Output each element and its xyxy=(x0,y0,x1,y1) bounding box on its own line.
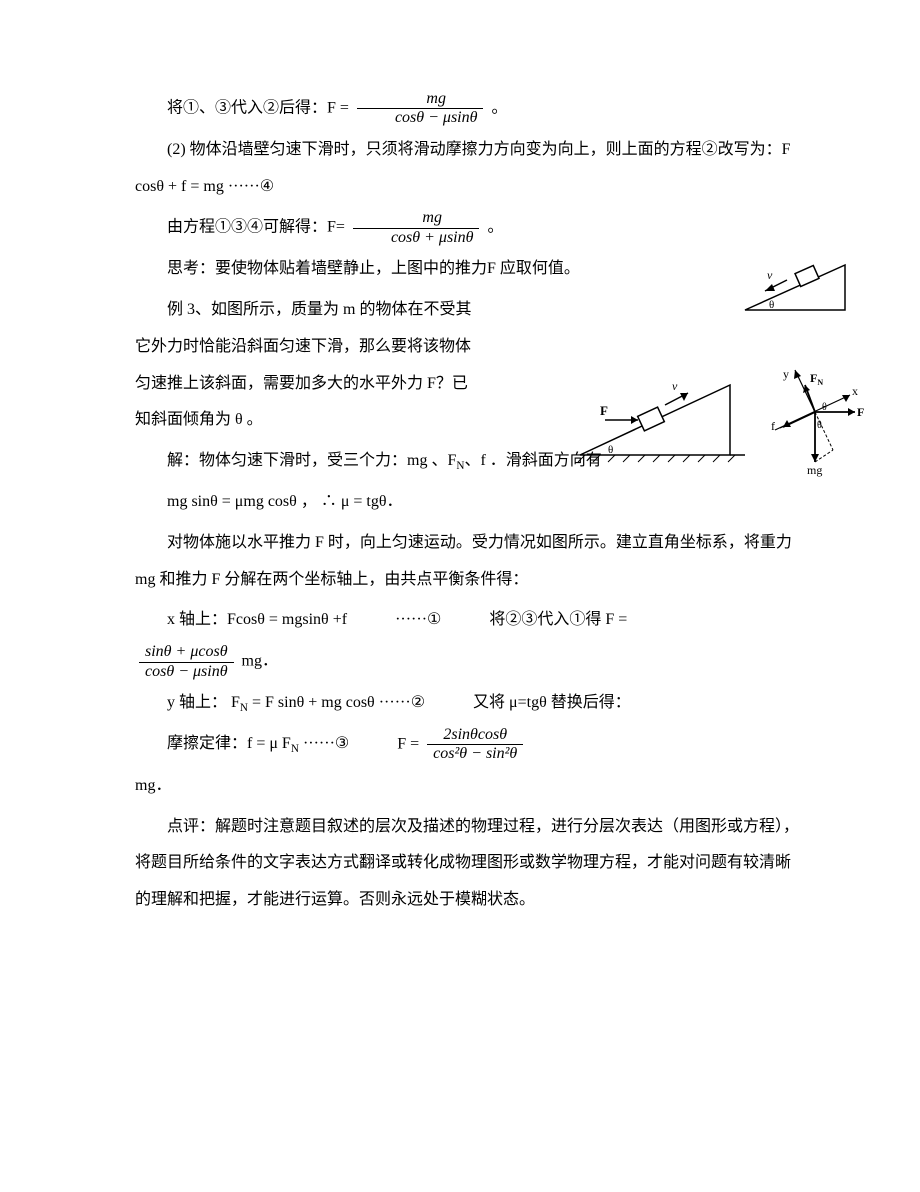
diagrams-svg: F v θ x y FN xyxy=(570,360,870,480)
incline-push-group: F v θ xyxy=(578,379,745,462)
x-axis-label: x xyxy=(852,384,858,398)
document-body: 将①、③代入②后得：F = mg cosθ − μsinθ 。 (2) 物体沿墙… xyxy=(135,90,800,919)
p10-b: mg． xyxy=(242,653,278,670)
theta-label: θ xyxy=(769,299,774,311)
p12-c: F = xyxy=(397,736,423,753)
diagram-incline-down: v θ xyxy=(725,245,865,340)
free-body-group: x y FN F f xyxy=(771,367,864,477)
v2-label: v xyxy=(672,379,678,393)
f-label: f xyxy=(771,419,775,433)
incline-triangle xyxy=(745,265,845,310)
p1-frac-den: cosθ − μsinθ xyxy=(357,109,484,127)
theta2-label: θ xyxy=(608,444,613,456)
p3-text-b: 。 xyxy=(487,219,503,236)
p11-sub: N xyxy=(240,702,248,714)
mg-label: mg xyxy=(807,463,822,477)
incline-block xyxy=(795,266,819,287)
incline2-block xyxy=(638,407,665,431)
p12-fraction: 2sinθcosθ cos²θ − sin²θ xyxy=(427,726,523,764)
p1-frac-num: mg xyxy=(357,90,484,109)
p12-block: 摩擦定律：f = μ FN ······③ xyxy=(167,726,349,763)
para-9-row: x 轴上：Fcosθ = mgsinθ +f ······① 将②③代入①得 F… xyxy=(135,602,800,639)
diagram-group: F v θ x y FN xyxy=(570,360,870,495)
theta-fbd-2: θ xyxy=(817,420,822,431)
para-8: 对物体施以水平推力 F 时，向上匀速运动。受力情况如图所示。建立直角坐标系，将重… xyxy=(135,525,800,599)
p3-frac-den: cosθ + μsinθ xyxy=(353,229,480,247)
F-label-fbd: F xyxy=(857,405,864,419)
incline-down-svg: v θ xyxy=(725,245,865,325)
p3-text-a: 由方程①③④可解得：F= xyxy=(167,219,349,236)
F-label: F xyxy=(600,403,608,418)
p12-num: 2sinθcosθ xyxy=(427,726,523,745)
para-1: 将①、③代入②后得：F = mg cosθ − μsinθ 。 xyxy=(135,90,800,128)
p6-a: 解：物体匀速下滑时，受三个力：mg 、F xyxy=(167,452,456,469)
para-12-row: 摩擦定律：f = μ FN ······③ F = 2sinθcosθ cos²… xyxy=(135,726,800,764)
velocity-arrow-head xyxy=(765,284,775,291)
p12-a: 摩擦定律：f = μ F xyxy=(167,735,291,752)
p11-b: = F sinθ + mg cosθ ······② xyxy=(248,694,425,711)
para-3: 由方程①③④可解得：F= mg cosθ + μsinθ 。 xyxy=(135,209,800,247)
para-14: 点评：解题时注意题目叙述的层次及描述的物理过程，进行分层次表达（用图形或方程），… xyxy=(135,809,800,919)
p1-text-a: 将①、③代入②后得：F = xyxy=(167,100,353,117)
p1-fraction: mg cosθ − μsinθ xyxy=(357,90,484,128)
p10-num: sinθ + μcosθ xyxy=(139,643,234,662)
force-F-head xyxy=(631,416,638,424)
p9-a: x 轴上：Fcosθ = mgsinθ +f xyxy=(167,602,347,639)
theta-fbd-1: θ xyxy=(822,402,827,413)
para-2: (2) 物体沿墙壁匀速下滑时，只须将滑动摩擦力方向变为向上，则上面的方程②改写为… xyxy=(135,132,800,206)
para-11-row: y 轴上： FN = F sinθ + mg cosθ ······② 又将 μ… xyxy=(135,685,800,722)
v-label: v xyxy=(767,268,773,282)
p3-frac-num: mg xyxy=(353,209,480,228)
FN-label: FN xyxy=(810,371,823,387)
p12-sub: N xyxy=(291,744,299,756)
para-10: sinθ + μcosθ cosθ − μsinθ mg． xyxy=(135,643,800,681)
p11-block: y 轴上： FN = F sinθ + mg cosθ ······② xyxy=(167,685,425,722)
para-4: 思考：要使物体贴着墙壁静止，上图中的推力F 应取何值。 xyxy=(135,251,800,288)
p11-c: 又将 μ=tgθ 替换后得： xyxy=(473,685,631,722)
p3-fraction: mg cosθ + μsinθ xyxy=(353,209,480,247)
p12-den: cos²θ − sin²θ xyxy=(427,745,523,763)
p1-text-b: 。 xyxy=(491,100,507,117)
p12-right: F = 2sinθcosθ cos²θ − sin²θ xyxy=(397,726,527,764)
p9-b: ······① xyxy=(395,602,441,639)
p9-c: 将②③代入①得 F = xyxy=(489,602,627,639)
p12-b: ······③ xyxy=(299,735,349,752)
p10-den: cosθ − μsinθ xyxy=(139,663,234,681)
p10-fraction: sinθ + μcosθ cosθ − μsinθ xyxy=(139,643,234,681)
p11-a: y 轴上： F xyxy=(167,694,240,711)
para-13: mg． xyxy=(135,768,800,805)
y-axis-label: y xyxy=(783,367,789,381)
